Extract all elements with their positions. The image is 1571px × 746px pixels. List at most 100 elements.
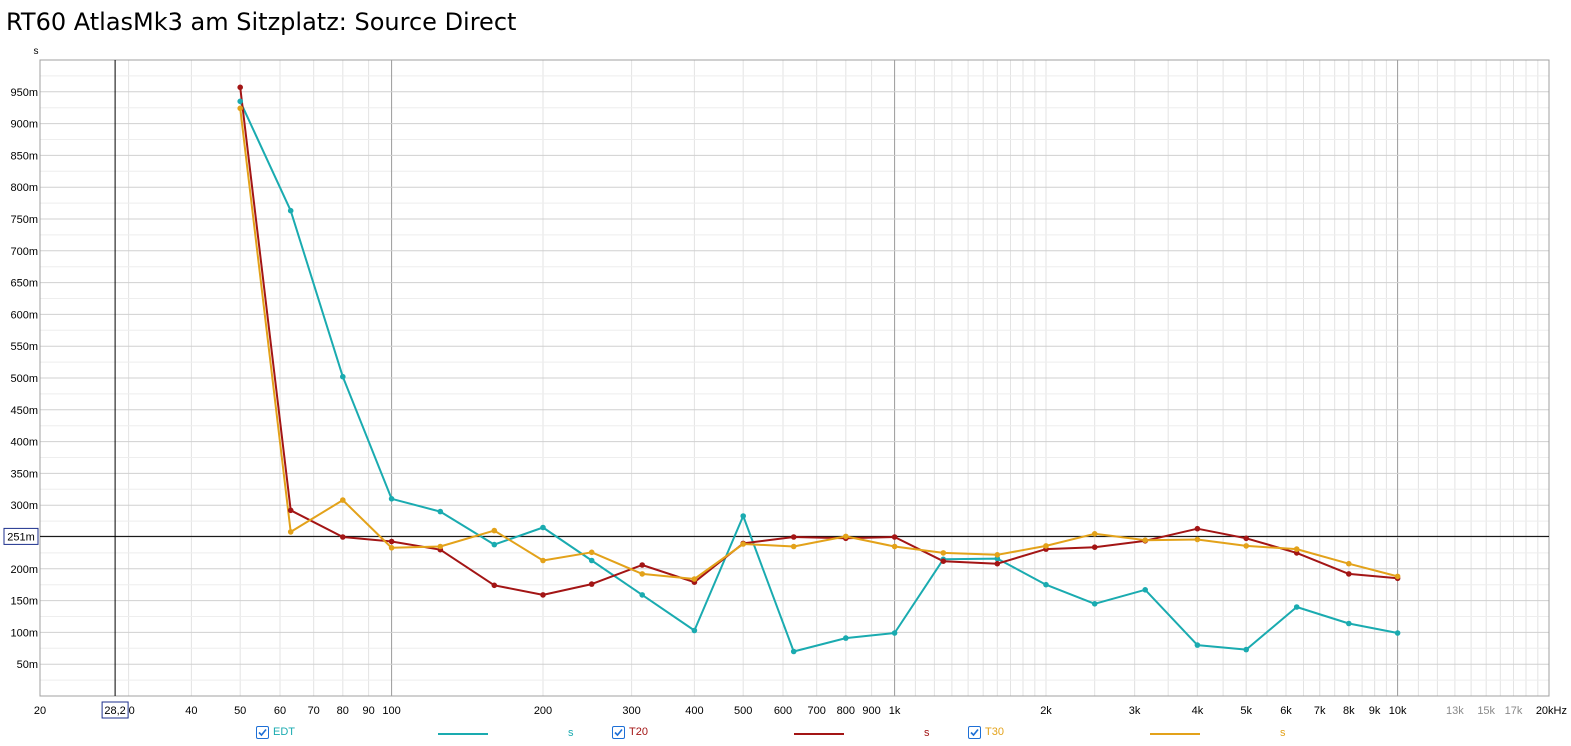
- major-grid: [40, 60, 1549, 696]
- legend-swatch-t20: [794, 733, 844, 735]
- x-tick-labels: 20 30 40 50 60 70 80 90 100 200 300 400 500 600 700 800…: [34, 705, 1567, 717]
- data-point-t30: [491, 527, 498, 534]
- y-tick-label: 500m: [10, 373, 38, 385]
- data-point-t30: [588, 549, 595, 556]
- data-point-t30: [691, 576, 698, 582]
- y-tick-label: 200m: [10, 564, 38, 576]
- data-point-t30: [540, 557, 546, 564]
- rt60-chart[interactable]: s 50m100m150m200m250m300m350m400m450m500…: [0, 0, 1571, 722]
- x-tick-label: 17k: [1505, 705, 1523, 717]
- checkbox-edt[interactable]: [256, 726, 269, 739]
- data-point-t20: [340, 534, 346, 540]
- x-tick-label: 10k: [1389, 705, 1407, 717]
- series-lines: [239, 87, 1398, 653]
- x-tick-label: 400: [685, 705, 703, 717]
- series-points: [237, 84, 1401, 655]
- data-point-edt: [843, 635, 849, 641]
- data-point-edt: [1293, 604, 1300, 610]
- y-axis-unit-label: s: [34, 46, 39, 57]
- data-point-t20: [639, 562, 645, 568]
- data-point-t20: [891, 534, 898, 540]
- data-point-edt: [740, 513, 746, 519]
- data-point-t30: [340, 497, 346, 503]
- x-tick-label: 15k: [1477, 705, 1495, 717]
- x-tick-label: 4k: [1192, 705, 1204, 717]
- y-tick-label: 950m: [10, 87, 38, 99]
- data-point-edt: [388, 496, 395, 502]
- x-tick-label: 6k: [1280, 705, 1292, 717]
- chart-title: RT60 AtlasMk3 am Sitzplatz: Source Direc…: [6, 8, 517, 36]
- data-point-edt: [1243, 646, 1249, 653]
- data-point-edt: [1142, 587, 1148, 593]
- data-point-edt: [237, 98, 243, 105]
- data-point-edt: [639, 592, 645, 598]
- x-tick-label: 13k: [1446, 705, 1464, 717]
- y-tick-labels: 50m100m150m200m250m300m350m400m450m500m5…: [10, 87, 38, 671]
- y-tick-label: 450m: [10, 405, 38, 417]
- data-point-t30: [1091, 531, 1098, 537]
- legend-unit-t30: s: [1280, 727, 1286, 739]
- y-tick-label: 550m: [10, 341, 38, 353]
- data-point-t20: [1243, 535, 1249, 542]
- data-point-t30: [1293, 546, 1300, 552]
- data-point-edt: [1043, 581, 1049, 588]
- cursor-y-readout-box: [3, 527, 39, 545]
- legend-label-t30: T30: [985, 726, 1004, 738]
- y-tick-label: 100m: [10, 627, 38, 639]
- series-line-t20: [239, 87, 1398, 596]
- x-tick-label: 8k: [1343, 705, 1355, 717]
- data-point-edt: [491, 541, 498, 548]
- data-point-edt: [540, 524, 546, 531]
- checkbox-t30[interactable]: [968, 726, 981, 739]
- cursor-x-readout: 28,2: [104, 705, 125, 717]
- x-tick-label: 1k: [889, 705, 901, 717]
- x-tick-label: 200: [534, 705, 552, 717]
- legend-item-t30: T30 s: [968, 724, 1308, 742]
- x-tick-label: 20kHz: [1536, 705, 1567, 717]
- data-point-edt: [1091, 601, 1098, 607]
- x-tick-label: 700: [808, 705, 826, 717]
- data-point-t30: [790, 543, 797, 550]
- y-tick-label: 300m: [10, 500, 38, 512]
- data-point-edt: [287, 207, 294, 214]
- y-tick-label: 850m: [10, 150, 38, 162]
- x-tick-label: 800: [837, 705, 855, 717]
- plot-area-frame: [39, 59, 1550, 697]
- x-tick-label: 90: [362, 705, 374, 717]
- x-tick-label: 3k: [1129, 705, 1141, 717]
- crosshair-cursor[interactable]: 251m 28,2: [3, 60, 1549, 719]
- data-point-t20: [287, 507, 294, 514]
- data-point-t20: [790, 534, 797, 540]
- legend-unit-t20: s: [924, 727, 930, 739]
- data-point-t30: [740, 541, 746, 547]
- y-tick-label: 150m: [10, 596, 38, 608]
- series-line-edt: [239, 100, 1398, 653]
- x-tick-label: 7k: [1314, 705, 1326, 717]
- checkbox-t20[interactable]: [612, 726, 625, 739]
- data-point-edt: [891, 630, 898, 636]
- y-tick-label: 400m: [10, 437, 38, 449]
- legend-label-t20: T20: [629, 726, 648, 738]
- x-tick-label: 40: [185, 705, 197, 717]
- y-tick-label: 650m: [10, 278, 38, 290]
- legend-unit-edt: s: [568, 727, 574, 739]
- data-point-t30: [1194, 536, 1201, 543]
- data-point-t30: [843, 533, 849, 540]
- x-tick-label: 20: [34, 705, 46, 717]
- data-point-t20: [940, 558, 947, 564]
- legend: EDT s T20 s T30 s: [0, 722, 1571, 744]
- y-tick-label: 800m: [10, 182, 38, 194]
- data-point-t30: [287, 529, 294, 535]
- x-tick-label: 70: [308, 705, 320, 717]
- x-tick-label: 9k: [1369, 705, 1381, 717]
- x-tick-label: 100: [382, 705, 400, 717]
- legend-label-edt: EDT: [273, 726, 295, 738]
- data-point-t30: [1243, 543, 1249, 549]
- data-point-t30: [1394, 573, 1401, 580]
- x-tick-label: 5k: [1240, 705, 1252, 717]
- data-point-t20: [588, 581, 595, 587]
- y-tick-label: 900m: [10, 119, 38, 131]
- y-tick-label: 50m: [17, 659, 38, 671]
- data-point-t30: [1043, 543, 1049, 549]
- data-point-edt: [340, 373, 346, 380]
